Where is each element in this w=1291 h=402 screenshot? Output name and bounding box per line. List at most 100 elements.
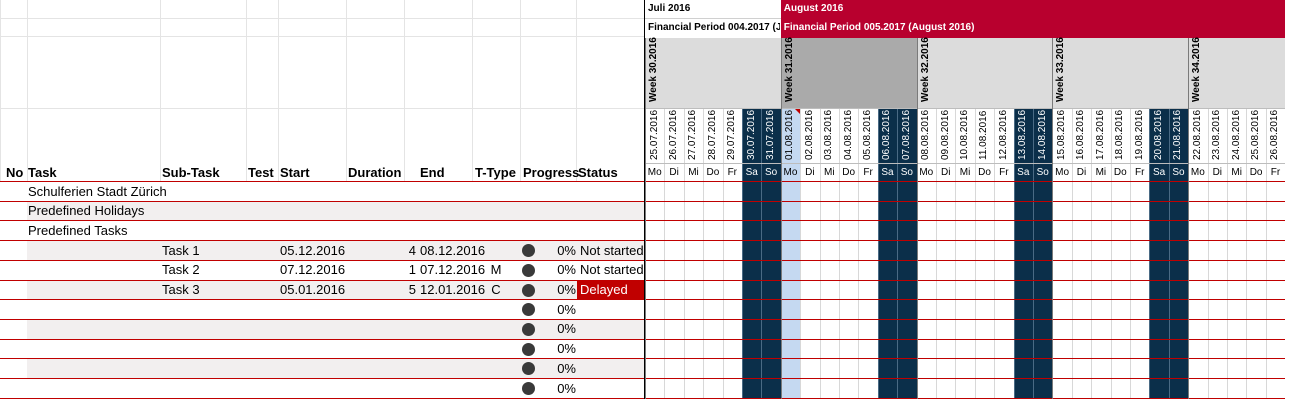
- day-of-week-label: Fr: [1270, 167, 1281, 178]
- day-date-cell: 25.07.2016: [645, 108, 664, 164]
- day-date-cell: 04.08.2016: [839, 108, 858, 164]
- day-date-label: 10.08.2016: [959, 109, 971, 160]
- duration-value[interactable]: 5: [408, 282, 416, 297]
- day-gridline: [1149, 108, 1151, 399]
- day-gridline: [877, 108, 879, 399]
- progress-percent[interactable]: 0%: [557, 242, 576, 258]
- header-col-gridline: [472, 0, 473, 182]
- day-gridline: [936, 108, 937, 399]
- start-date[interactable]: 05.12.2016: [280, 242, 346, 258]
- week-label: Week 33.2016: [1055, 37, 1067, 102]
- day-of-week-label: Mo: [1055, 167, 1070, 178]
- table-row-shade: [27, 319, 645, 340]
- day-date-label: 12.08.2016: [997, 109, 1009, 160]
- day-date-label: 28.07.2016: [706, 109, 718, 160]
- header-row-gridline: [0, 36, 645, 37]
- column-header-test[interactable]: Test: [248, 165, 274, 180]
- status-text[interactable]: Not started: [580, 242, 644, 258]
- column-header-ttype[interactable]: T-Type: [475, 165, 516, 180]
- progress-percent[interactable]: 0%: [557, 321, 576, 337]
- day-of-week-label: Fr: [1134, 167, 1145, 178]
- day-gridline: [955, 108, 957, 399]
- row-separator-line: [0, 240, 1286, 242]
- progress-percent[interactable]: 0%: [557, 301, 576, 317]
- end-date[interactable]: 07.12.2016: [420, 262, 486, 278]
- subtask-name[interactable]: Task 3: [162, 282, 200, 297]
- day-date-cell: 13.08.2016: [1014, 108, 1033, 164]
- column-header-start[interactable]: Start: [280, 165, 310, 180]
- start-date[interactable]: 07.12.2016: [280, 262, 346, 278]
- column-header-no[interactable]: No: [6, 165, 24, 180]
- day-date-label: 05.08.2016: [862, 109, 874, 160]
- day-column-fill: [897, 108, 917, 399]
- header-row-gridline: [0, 18, 645, 19]
- progress-percent[interactable]: 0%: [557, 380, 576, 396]
- day-of-week-label: Sa: [745, 167, 758, 178]
- day-date-cell: 27.07.2016: [684, 108, 703, 164]
- table-row-shade: [27, 280, 645, 301]
- duration-value[interactable]: 1: [408, 262, 416, 278]
- progress-percent[interactable]: 0%: [557, 360, 576, 376]
- subtask-name[interactable]: Task 1: [162, 242, 200, 258]
- day-date-label: 15.08.2016: [1056, 109, 1068, 160]
- week-separator: [1188, 38, 1190, 399]
- day-date-cell: 22.08.2016: [1188, 108, 1207, 164]
- progress-indicator-icon: [522, 382, 535, 395]
- duration-value[interactable]: 4: [408, 242, 416, 258]
- day-date-cell: 17.08.2016: [1091, 108, 1110, 164]
- day-of-week-label: Sa: [1152, 167, 1166, 178]
- day-column-fill: [1033, 108, 1053, 399]
- day-date-label: 31.07.2016: [765, 109, 777, 160]
- progress-percent[interactable]: 0%: [557, 341, 576, 357]
- week-band: [1052, 38, 1189, 108]
- day-gridline: [1168, 108, 1170, 399]
- task-type[interactable]: M: [490, 262, 502, 278]
- task-name[interactable]: Schulferien Stadt Zürich: [28, 183, 167, 199]
- row-separator-line: [0, 378, 1286, 379]
- day-date-cell: 12.08.2016: [994, 108, 1013, 164]
- day-of-week-label: So: [1036, 167, 1049, 178]
- day-date-cell: 31.07.2016: [761, 108, 780, 164]
- day-date-label: 23.08.2016: [1211, 109, 1223, 160]
- day-date-label: 13.08.2016: [1017, 109, 1029, 160]
- day-of-week-label: Di: [1076, 167, 1087, 178]
- column-header-duration[interactable]: Duration: [348, 165, 402, 180]
- end-date[interactable]: 12.01.2016: [420, 282, 486, 297]
- subtask-name[interactable]: Task 2: [162, 262, 200, 278]
- column-header-progress[interactable]: Progress: [523, 165, 580, 180]
- task-name[interactable]: Predefined Holidays: [28, 203, 145, 219]
- day-date-cell: 30.07.2016: [742, 108, 761, 164]
- status-badge[interactable]: Delayed: [580, 282, 628, 297]
- day-of-week-label: Mo: [783, 167, 798, 178]
- day-date-cell: 24.08.2016: [1227, 108, 1246, 164]
- column-header-subtask[interactable]: Sub-Task: [162, 165, 220, 180]
- day-date-label: 24.08.2016: [1230, 109, 1242, 160]
- day-of-week-label: Mo: [919, 167, 934, 178]
- start-date[interactable]: 05.01.2016: [280, 282, 346, 297]
- day-date-label: 21.08.2016: [1172, 109, 1184, 160]
- day-date-label: 25.07.2016: [648, 109, 660, 160]
- task-name[interactable]: Predefined Tasks: [28, 222, 128, 238]
- column-header-status[interactable]: Status: [578, 165, 618, 180]
- timeline-header-line: [645, 163, 1286, 164]
- column-header-task[interactable]: Task: [28, 165, 57, 180]
- day-date-label: 30.07.2016: [745, 109, 757, 160]
- day-column-fill: [761, 108, 781, 399]
- week-separator: [780, 38, 782, 399]
- day-date-label: 09.08.2016: [939, 109, 951, 160]
- header-col-gridline: [576, 0, 577, 182]
- day-date-cell: 02.08.2016: [800, 108, 819, 164]
- day-gridline: [683, 108, 685, 399]
- day-date-cell: 20.08.2016: [1149, 108, 1168, 164]
- end-date[interactable]: 08.12.2016: [420, 242, 486, 258]
- task-type[interactable]: C: [491, 282, 501, 297]
- period-label-juli: Financial Period 004.2017 (Juli: [648, 22, 780, 33]
- row-separator-line: [0, 358, 1286, 360]
- progress-percent[interactable]: 0%: [557, 262, 576, 278]
- status-text[interactable]: Not started: [580, 262, 644, 278]
- column-header-end[interactable]: End: [420, 165, 445, 180]
- day-date-label: 16.08.2016: [1075, 109, 1087, 160]
- day-date-cell: 26.08.2016: [1266, 108, 1285, 164]
- progress-percent[interactable]: 0%: [557, 282, 576, 297]
